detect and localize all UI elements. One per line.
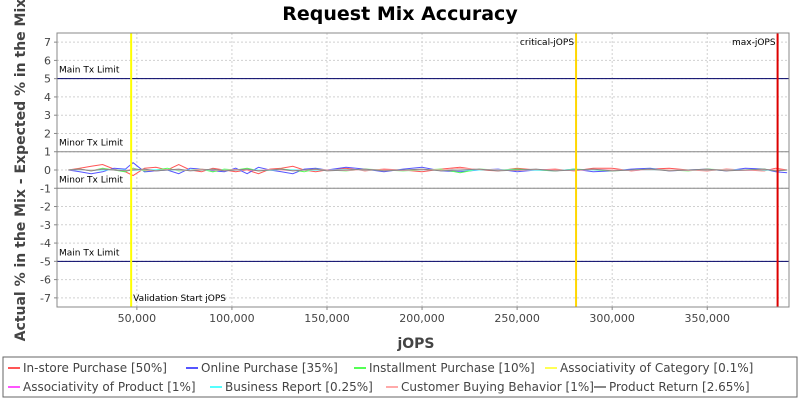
x-axis-label: jOPS <box>396 336 434 352</box>
limit-label: Main Tx Limit <box>59 66 120 76</box>
x-axis-ticks: 50,000 100,000 150,000 200,000 250,000 300,00… <box>118 307 730 325</box>
legend-entry: Business Report [0.25%] <box>225 380 373 394</box>
x-tick-label: 150,000 <box>304 312 350 325</box>
y-tick-label: 4 <box>44 91 51 104</box>
y-tick-label: -4 <box>40 237 51 250</box>
series-line <box>68 168 788 172</box>
x-tick-label: 50,000 <box>118 312 157 325</box>
legend: In-store Purchase [50%] Online Purchase [… <box>8 361 753 394</box>
horizontal-limits: Main Tx Limit Minor Tx Limit Minor Tx Limi… <box>57 66 789 262</box>
marker-label: Validation Start jOPS <box>133 294 226 304</box>
series-lines <box>68 162 788 177</box>
y-tick-label: -2 <box>40 201 51 214</box>
x-tick-label: 350,000 <box>684 312 730 325</box>
limit-label: Minor Tx Limit <box>59 175 124 185</box>
y-tick-label: 3 <box>44 109 51 122</box>
y-tick-label: 5 <box>44 73 51 86</box>
x-tick-label: 250,000 <box>494 312 540 325</box>
limit-label: Main Tx Limit <box>59 248 120 258</box>
legend-entry: Associativity of Category [0.1%] <box>560 361 753 375</box>
y-tick-label: 2 <box>44 127 51 140</box>
legend-entry: Associativity of Product [1%] <box>23 380 196 394</box>
legend-entry: Product Return [2.65%] <box>609 380 750 394</box>
y-tick-label: 1 <box>44 146 51 159</box>
legend-entry: In-store Purchase [50%] <box>23 361 167 375</box>
y-axis-ticks: 7 6 5 4 3 2 1 0 -1 -2 -3 -4 -5 -6 -7 <box>40 36 57 305</box>
y-tick-label: -6 <box>40 274 51 287</box>
marker-label: critical-jOPS <box>520 38 574 48</box>
legend-box <box>2 356 798 398</box>
y-tick-label: -5 <box>40 255 51 268</box>
x-tick-label: 200,000 <box>399 312 445 325</box>
legend-entry: Customer Buying Behavior [1%] <box>401 380 594 394</box>
marker-label: max-jOPS <box>732 38 776 48</box>
x-tick-label: 100,000 <box>209 312 255 325</box>
y-tick-label: -1 <box>40 182 51 195</box>
vertical-markers: Validation Start jOPS critical-jOPS max-jO… <box>130 33 779 307</box>
y-axis-label: Actual % in the Mix - Expected % in the … <box>13 0 29 341</box>
legend-entry: Installment Purchase [10%] <box>369 361 535 375</box>
limit-label: Minor Tx Limit <box>59 139 124 149</box>
y-tick-label: 7 <box>44 36 51 49</box>
legend-entry: Online Purchase [35%] <box>201 361 338 375</box>
y-tick-label: 0 <box>44 164 51 177</box>
x-tick-label: 300,000 <box>589 312 635 325</box>
y-tick-label: -3 <box>40 219 51 232</box>
chart-title: Request Mix Accuracy <box>282 3 518 25</box>
y-tick-label: 6 <box>44 54 51 67</box>
y-tick-label: -7 <box>40 292 51 305</box>
